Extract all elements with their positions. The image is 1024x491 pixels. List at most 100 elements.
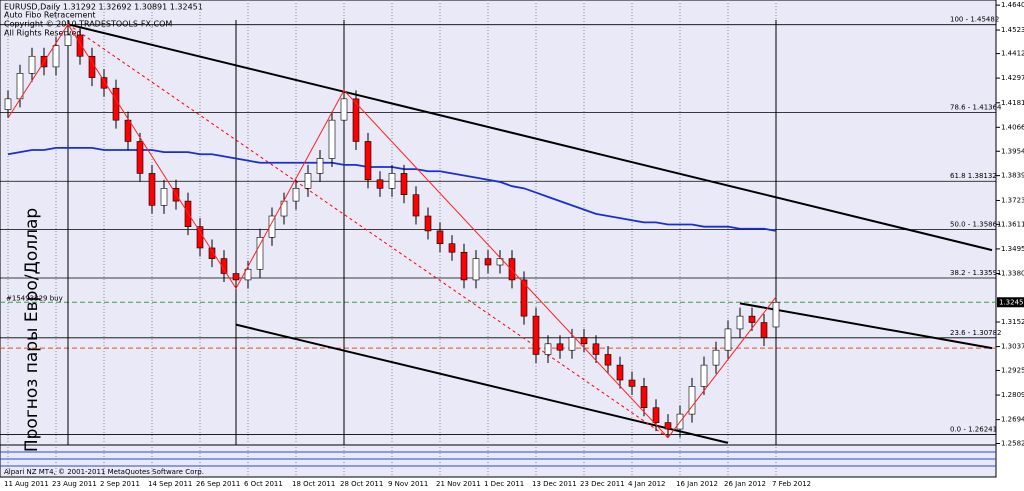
candle-body bbox=[484, 258, 492, 266]
side-text: Прогноз пары Евро/Доллар bbox=[22, 208, 42, 452]
candle-body bbox=[448, 243, 456, 253]
x-tick-label: 13 Dec 2011 bbox=[532, 480, 577, 488]
candle-body bbox=[100, 77, 108, 89]
footer: Alpari NZ MT4, © 2001-2011 MetaQuotes So… bbox=[4, 468, 204, 476]
candle-body bbox=[352, 98, 360, 142]
candle-body bbox=[304, 173, 312, 189]
candle-body bbox=[736, 315, 744, 330]
y-tick-label: 1.41815 bbox=[1001, 99, 1024, 107]
candle-body bbox=[16, 72, 24, 100]
candle-body bbox=[52, 45, 60, 68]
x-tick-label: 2 Sep 2011 bbox=[100, 480, 140, 488]
y-tick-label: 1.39540 bbox=[1001, 147, 1024, 155]
x-tick-label: 26 Jan 2012 bbox=[724, 480, 766, 488]
trend-line bbox=[67, 23, 993, 252]
y-tick-label: 1.44125 bbox=[1001, 50, 1024, 58]
x-tick-label: 1 Dec 2011 bbox=[484, 480, 524, 488]
x-tick-label: 18 Oct 2011 bbox=[292, 480, 335, 488]
price-label: 1.32451 bbox=[999, 298, 1024, 306]
fibo-label: 23.6 - 1.30782 bbox=[950, 329, 1002, 337]
candle-body bbox=[268, 215, 276, 238]
subtitle: Auto Fibo Retracement bbox=[4, 11, 96, 20]
x-tick-label: 26 Sep 2011 bbox=[196, 480, 240, 488]
candle-body bbox=[400, 173, 408, 196]
candle-body bbox=[640, 386, 648, 409]
candle-body bbox=[760, 322, 768, 338]
candle-body bbox=[292, 188, 300, 202]
candle-body bbox=[424, 215, 432, 232]
candle-body bbox=[364, 141, 372, 181]
trend-line bbox=[739, 302, 993, 350]
candle-body bbox=[160, 188, 168, 206]
plot-area bbox=[0, 0, 997, 478]
x-tick-label: 16 Jan 2012 bbox=[676, 480, 718, 488]
candle-body bbox=[244, 268, 252, 281]
candle-body bbox=[328, 119, 336, 159]
candle-body bbox=[688, 386, 696, 415]
candle-body bbox=[340, 98, 348, 121]
candle-body bbox=[376, 179, 384, 189]
y-tick-label: 1.40665 bbox=[1001, 123, 1024, 131]
x-tick-label: 7 Feb 2012 bbox=[772, 480, 811, 488]
zigzag bbox=[7, 23, 777, 439]
chart-title: EURUSD,Daily 1.31292 1.32692 1.30891 1.3… bbox=[4, 3, 203, 12]
candle-body bbox=[496, 258, 504, 266]
y-tick-label: 1.38395 bbox=[1001, 172, 1024, 180]
candle-body bbox=[532, 315, 540, 355]
subtitle: Copyright © 2010 TRADESTOOLS-FX.COM bbox=[4, 20, 172, 29]
fibo-dashed bbox=[67, 23, 669, 438]
candle-body bbox=[568, 337, 576, 351]
candle-body bbox=[256, 237, 264, 270]
y-tick-label: 1.31525 bbox=[1001, 318, 1024, 326]
y-tick-label: 1.45230 bbox=[1001, 26, 1024, 34]
candle-body bbox=[220, 258, 228, 274]
x-tick-label: 9 Nov 2011 bbox=[388, 480, 428, 488]
candle-body bbox=[508, 258, 516, 281]
fibo-label: 61.8 1.38132 bbox=[950, 172, 997, 180]
candle-body bbox=[136, 141, 144, 174]
candle-body bbox=[232, 273, 240, 281]
candle-body bbox=[4, 98, 12, 110]
candle-body bbox=[208, 247, 216, 259]
fibo-label: 50.0 - 1.35861 bbox=[950, 221, 1002, 229]
candle-body bbox=[724, 328, 732, 351]
x-tick-label: 11 Aug 2011 bbox=[4, 480, 49, 488]
x-tick-label: 23 Dec 2011 bbox=[580, 480, 625, 488]
y-tick-label: 1.42975 bbox=[1001, 74, 1024, 82]
candle-body bbox=[580, 337, 588, 345]
x-tick-label: 28 Oct 2011 bbox=[340, 480, 383, 488]
y-tick-label: 1.46400 bbox=[1001, 1, 1024, 9]
candle-body bbox=[76, 34, 84, 57]
fibo-label: 100 - 1.45482 bbox=[950, 16, 999, 24]
candle-body bbox=[64, 34, 72, 46]
candle-body bbox=[556, 343, 564, 351]
fibo-label: 78.6 - 1.41364 bbox=[950, 103, 1002, 111]
y-tick-label: 1.34955 bbox=[1001, 245, 1024, 253]
candle-body bbox=[652, 407, 660, 423]
candle-body bbox=[616, 364, 624, 381]
x-tick-label: 6 Oct 2011 bbox=[244, 480, 283, 488]
x-tick-label: 4 Jan 2012 bbox=[628, 480, 666, 488]
candle-body bbox=[472, 258, 480, 281]
candle-body bbox=[604, 354, 612, 366]
y-tick-label: 1.25820 bbox=[1001, 440, 1024, 448]
candle-body bbox=[628, 379, 636, 387]
price-box bbox=[997, 297, 1024, 308]
candle-body bbox=[436, 230, 444, 245]
candle-body bbox=[664, 422, 672, 430]
candle-body bbox=[712, 349, 720, 366]
y-tick-label: 1.26940 bbox=[1001, 416, 1024, 424]
candle-body bbox=[388, 173, 396, 189]
candle-body bbox=[124, 119, 132, 142]
y-tick-label: 1.30370 bbox=[1001, 343, 1024, 351]
candle-body bbox=[460, 251, 468, 281]
x-tick-label: 23 Aug 2011 bbox=[52, 480, 97, 488]
x-tick-label: 21 Nov 2011 bbox=[436, 480, 481, 488]
candle-body bbox=[700, 364, 708, 387]
candle-body bbox=[592, 343, 600, 355]
y-tick-label: 1.37230 bbox=[1001, 196, 1024, 204]
y-tick-label: 1.33800 bbox=[1001, 270, 1024, 278]
y-tick-label: 1.29250 bbox=[1001, 366, 1024, 374]
fibo-label: 0.0 - 1.26241 bbox=[950, 426, 997, 434]
